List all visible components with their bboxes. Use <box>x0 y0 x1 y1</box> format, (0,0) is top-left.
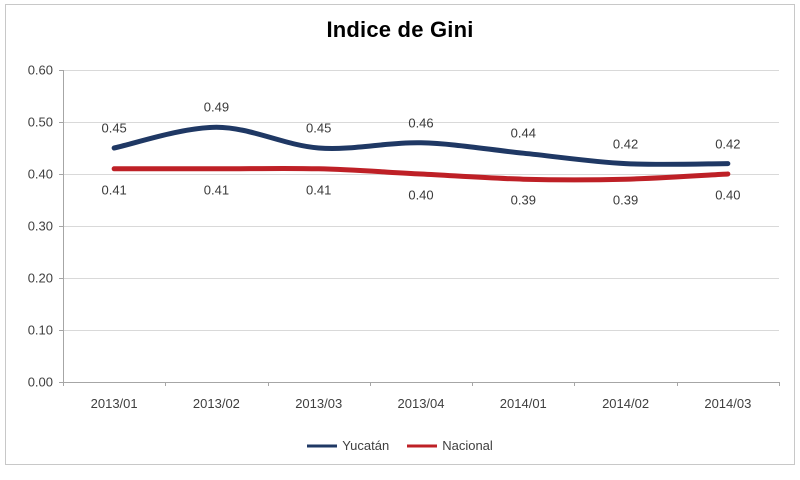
chart-title: Indice de Gini <box>326 17 474 42</box>
x-axis-label: 2013/04 <box>397 396 445 411</box>
legend-line-nacional-icon <box>407 444 438 447</box>
data-label-nacional: 0.41 <box>203 182 230 198</box>
legend-item-nacional[interactable]: Nacional <box>407 438 493 453</box>
data-label-nacional: 0.41 <box>306 182 332 198</box>
y-axis-label: 0.00 <box>27 374 53 390</box>
data-label-nacional: 0.41 <box>101 182 127 198</box>
legend-line-yucatan-icon <box>307 444 338 447</box>
data-label-nacional: 0.40 <box>715 187 741 203</box>
data-label-nacional: 0.40 <box>408 187 434 203</box>
data-label-yucatan: 0.45 <box>101 120 127 136</box>
data-label-yucatan: 0.46 <box>408 115 434 131</box>
data-label-yucatan: 0.49 <box>203 99 230 115</box>
x-axis-label: 2013/02 <box>192 396 240 411</box>
legend-label-yucatan: Yucatán <box>342 438 390 453</box>
chart-frame <box>5 4 795 465</box>
data-label-yucatan: 0.42 <box>715 136 741 152</box>
y-axis-label: 0.50 <box>27 114 53 130</box>
x-axis-label: 2014/03 <box>704 396 752 411</box>
data-label-nacional: 0.39 <box>612 192 639 208</box>
data-label-nacional: 0.39 <box>510 192 536 208</box>
series-line-yucatan[interactable] <box>111 124 731 167</box>
y-axis-label: 0.30 <box>27 218 53 234</box>
series-line-nacional[interactable] <box>111 165 731 183</box>
legend: Yucatán Nacional <box>0 438 800 453</box>
data-label-yucatan: 0.42 <box>612 136 639 152</box>
x-axis-label: 2013/03 <box>295 396 343 411</box>
legend-item-yucatan[interactable]: Yucatán <box>307 438 389 453</box>
y-axis-label: 0.20 <box>27 270 53 286</box>
legend-label-nacional: Nacional <box>442 438 493 453</box>
data-label-yucatan: 0.44 <box>510 125 536 141</box>
y-axis-label: 0.60 <box>27 62 53 78</box>
data-label-yucatan: 0.45 <box>306 120 332 136</box>
x-axis-label: 2013/01 <box>90 396 138 411</box>
x-axis-label: 2014/01 <box>499 396 547 411</box>
y-axis-label: 0.10 <box>27 322 53 338</box>
y-axis-label: 0.40 <box>27 166 53 182</box>
x-axis-label: 2014/02 <box>602 396 650 411</box>
